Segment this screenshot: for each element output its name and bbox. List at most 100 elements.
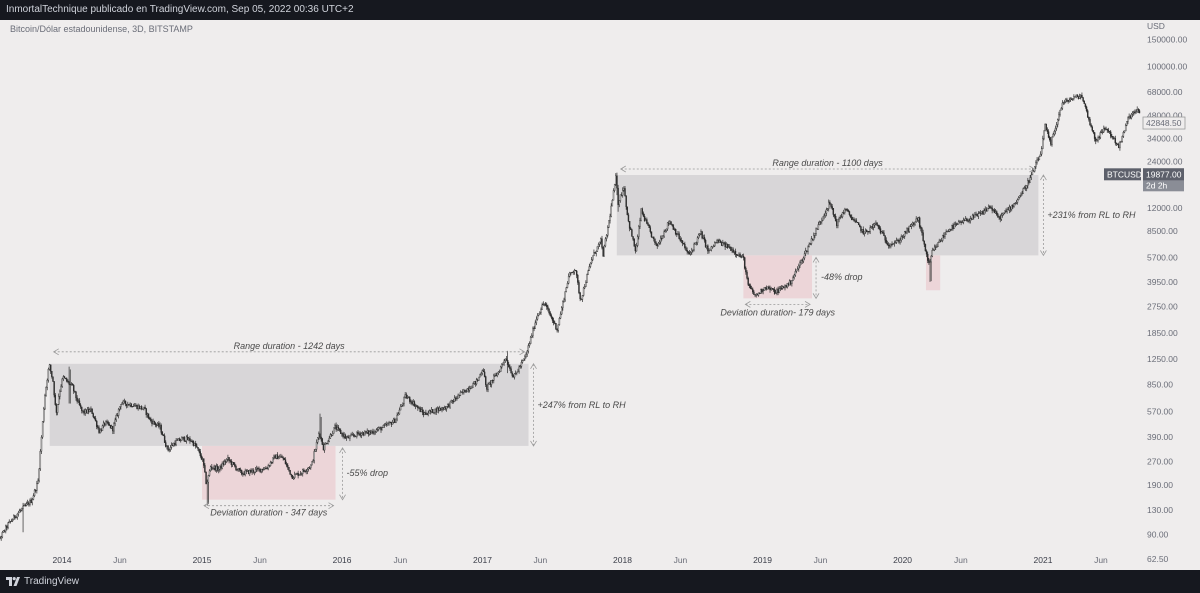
candle-body-298 <box>334 425 336 428</box>
candle-body-615 <box>699 233 701 236</box>
candle-body-228 <box>253 471 256 473</box>
candle-body-917 <box>1046 129 1049 132</box>
candle-body-231 <box>257 467 259 469</box>
candle-body-97 <box>102 422 105 426</box>
candle-body-29 <box>24 505 27 507</box>
candle-body-299 <box>335 425 337 430</box>
y-tick-label-8: 570.00 <box>1147 406 1173 416</box>
candle-body-525 <box>595 251 597 254</box>
candle-body-698 <box>794 271 797 276</box>
candle-body-495 <box>561 307 563 315</box>
candle-body-614 <box>697 234 700 238</box>
candle-body-384 <box>433 412 435 414</box>
candle-body-98 <box>104 422 106 425</box>
candle-body-683 <box>777 289 779 293</box>
candle-body-227 <box>252 469 254 473</box>
candle-body-332 <box>373 432 375 434</box>
y-axis-bg <box>1142 20 1200 570</box>
candle-body-442 <box>500 366 502 372</box>
candle-body-921 <box>1051 136 1053 145</box>
candle-body-340 <box>382 425 385 428</box>
chart-svg[interactable]: Range duration - 1242 days +247% from RL … <box>0 20 1200 570</box>
candle-body-173 <box>190 440 192 442</box>
candle-body-848 <box>967 220 969 222</box>
candle-body-43 <box>40 436 43 452</box>
candle-body-505 <box>572 271 574 273</box>
candle-body-355 <box>399 406 402 411</box>
candle-body-740 <box>842 212 845 214</box>
candle-body-515 <box>584 286 586 289</box>
candle-body-493 <box>558 318 561 326</box>
candle-body-948 <box>1082 97 1084 101</box>
candle-body-605 <box>687 251 690 253</box>
candle-body-750 <box>854 220 856 222</box>
candle-body-394 <box>444 407 447 410</box>
candle-body-803 <box>915 218 917 223</box>
btcusd-symbol: BTCUSD <box>1107 169 1142 179</box>
candle-body-320 <box>359 433 361 436</box>
candle-body-739 <box>841 212 844 217</box>
x-tick-label-8: 2018 <box>613 555 632 565</box>
chart-area[interactable]: Range duration - 1242 days +247% from RL … <box>0 20 1200 570</box>
gain-2-arrow-head-t <box>1040 174 1047 181</box>
candle-body-752 <box>856 222 859 224</box>
candle-body-849 <box>968 220 970 222</box>
candle-body-770 <box>877 224 879 227</box>
tradingview-logo[interactable]: TradingView <box>6 575 79 588</box>
candle-body-140 <box>152 420 154 424</box>
btcusd-price: 19877.00 <box>1146 169 1182 179</box>
candle-body-329 <box>369 431 372 433</box>
candle-body-961 <box>1097 137 1099 141</box>
x-tick-label-12: 2020 <box>893 555 912 565</box>
candle-body-147 <box>160 425 162 433</box>
candle-body-795 <box>906 228 908 234</box>
candle-body-131 <box>142 408 144 410</box>
candle-body-799 <box>910 224 913 227</box>
candle-body-244 <box>272 457 274 463</box>
candle-body-407 <box>459 392 462 396</box>
tradingview-logo-icon <box>6 577 20 586</box>
candle-body-894 <box>1020 194 1022 196</box>
candle-body-359 <box>404 394 406 398</box>
candle-body-472 <box>534 322 536 329</box>
candle-body-485 <box>549 312 551 316</box>
candle-body-647 <box>735 254 738 256</box>
candle-body-561 <box>636 236 639 246</box>
candle-body-924 <box>1054 127 1057 132</box>
candle-body-38 <box>35 489 37 491</box>
candle-body-382 <box>430 409 433 412</box>
candle-body-34 <box>30 500 32 504</box>
candle-body-830 <box>946 231 948 233</box>
candle-body-891 <box>1016 199 1019 203</box>
candle-body-198 <box>219 465 221 470</box>
candle-body-388 <box>437 407 440 411</box>
candle-body-886 <box>1011 204 1013 210</box>
candle-body-58 <box>58 396 60 405</box>
candle-body-242 <box>269 462 272 466</box>
candle-body-279 <box>312 460 314 462</box>
candle-body-664 <box>755 294 757 296</box>
candle-body-713 <box>811 238 814 241</box>
candle-body-312 <box>350 434 352 437</box>
candle-body-225 <box>250 470 252 473</box>
candle-body-754 <box>859 224 861 227</box>
candle-body-66 <box>67 381 69 383</box>
y-tick-label-15: 8500.00 <box>1147 226 1178 236</box>
candle-body-46 <box>44 395 46 410</box>
candle-body-714 <box>813 235 815 241</box>
candle-body-106 <box>113 423 115 432</box>
candle-body-942 <box>1075 94 1077 98</box>
candle-body-347 <box>390 422 393 425</box>
candle-body-174 <box>191 440 193 442</box>
candle-body-160 <box>175 440 177 445</box>
candle-body-143 <box>155 424 158 426</box>
candle-body-601 <box>683 243 685 245</box>
candle-body-202 <box>223 461 226 465</box>
y-tick-label-9: 850.00 <box>1147 380 1173 390</box>
candle-body-206 <box>228 457 230 461</box>
candle-body-305 <box>342 433 344 437</box>
candle-body-852 <box>971 215 974 220</box>
candle-body-574 <box>651 236 654 238</box>
candle-body-319 <box>358 433 360 435</box>
candle-body-259 <box>289 469 291 475</box>
